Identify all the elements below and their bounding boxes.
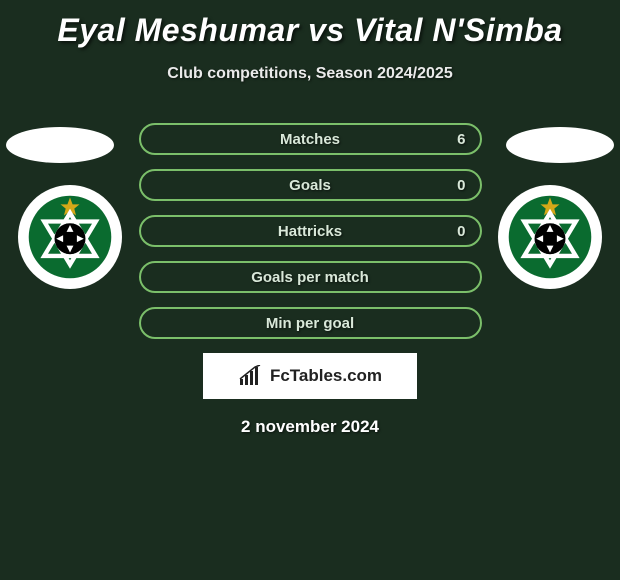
comparison-panel: Matches 6 Goals 0 Hattricks 0 Goals per match M…	[0, 123, 620, 437]
stat-row: Goals per match	[139, 261, 482, 293]
stat-label: Goals per match	[251, 269, 369, 286]
stat-label: Goals	[289, 177, 331, 194]
stat-value-right: 0	[457, 223, 465, 240]
maccabi-haifa-icon	[507, 194, 593, 280]
stat-label: Min per goal	[266, 315, 354, 332]
bar-chart-icon	[238, 365, 264, 387]
stat-value-right: 6	[457, 131, 465, 148]
stat-row: Goals 0	[139, 169, 482, 201]
brand-label: FcTables.com	[270, 366, 382, 386]
subtitle: Club competitions, Season 2024/2025	[0, 65, 620, 83]
maccabi-haifa-icon	[27, 194, 113, 280]
stat-row: Min per goal	[139, 307, 482, 339]
club-badge-right	[498, 185, 602, 289]
stat-row: Hattricks 0	[139, 215, 482, 247]
stat-row: Matches 6	[139, 123, 482, 155]
stat-label: Matches	[280, 131, 340, 148]
player-avatar-right	[506, 127, 614, 163]
stat-value-right: 0	[457, 177, 465, 194]
page-title: Eyal Meshumar vs Vital N'Simba	[0, 0, 620, 49]
stat-rows: Matches 6 Goals 0 Hattricks 0 Goals per match M…	[139, 123, 482, 339]
player-avatar-left	[6, 127, 114, 163]
club-badge-left	[18, 185, 122, 289]
stat-label: Hattricks	[278, 223, 342, 240]
brand-box: FcTables.com	[203, 353, 417, 399]
date-label: 2 november 2024	[0, 417, 620, 437]
